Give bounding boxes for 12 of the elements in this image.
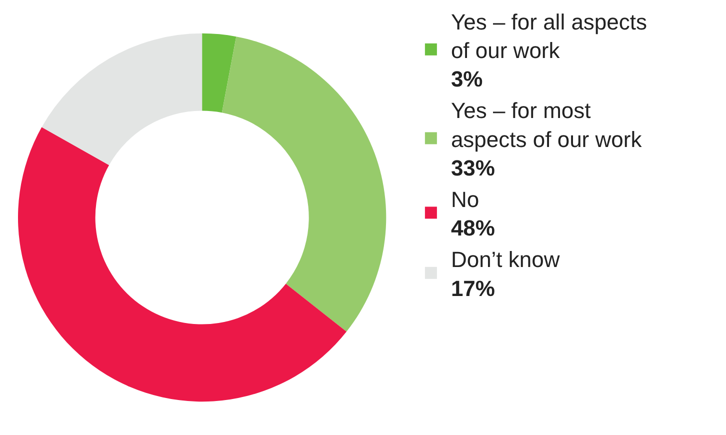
- legend-label: Yes – for most aspects of our work: [450, 98, 643, 152]
- donut-slice: [202, 33, 236, 113]
- donut-slice: [222, 36, 386, 332]
- legend-label: Yes – for all aspects of our work: [450, 9, 648, 63]
- donut-slice: [42, 33, 202, 166]
- legend-label: Don’t know: [450, 247, 560, 272]
- legend-label: No: [450, 186, 480, 212]
- data-label: 33%: [450, 155, 495, 180]
- data-label: 17%: [450, 276, 495, 301]
- data-label: 48%: [450, 216, 495, 241]
- donut-slice: [18, 127, 347, 402]
- data-label: 3%: [450, 66, 483, 92]
